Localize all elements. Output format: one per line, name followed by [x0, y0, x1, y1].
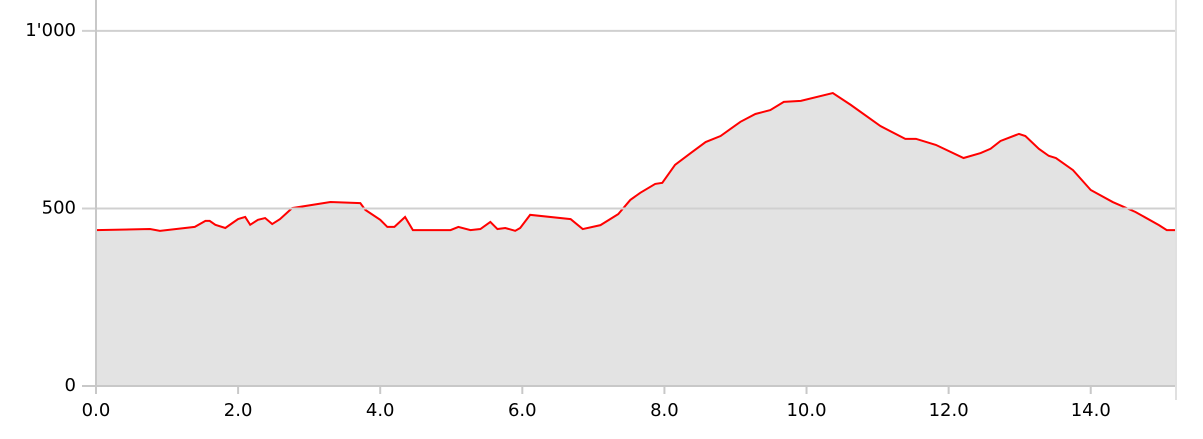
x-tick-label: 0.0	[82, 400, 111, 421]
x-tick-label: 4.0	[366, 400, 395, 421]
x-tick-label: 6.0	[508, 400, 537, 421]
x-tick-label: 2.0	[224, 400, 253, 421]
x-tick-label: 14.0	[1071, 400, 1111, 421]
x-tick-label: 10.0	[786, 400, 826, 421]
x-tick-label: 12.0	[929, 400, 969, 421]
x-tick-label: 8.0	[650, 400, 679, 421]
y-tick-label: 1'000	[25, 20, 76, 41]
y-tick-label: 0	[65, 375, 76, 396]
area-line	[95, 91, 1176, 232]
area-fill	[96, 93, 1176, 386]
y-tick-label: 500	[42, 197, 76, 218]
